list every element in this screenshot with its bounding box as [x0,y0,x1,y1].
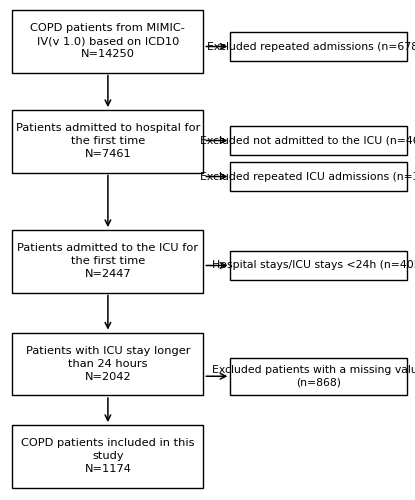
FancyBboxPatch shape [12,332,203,395]
Text: Patients admitted to the ICU for
the first time
N=2447: Patients admitted to the ICU for the fir… [17,244,198,279]
Text: Excluded not admitted to the ICU (n=4664): Excluded not admitted to the ICU (n=4664… [200,136,415,145]
Text: Patients with ICU stay longer
than 24 hours
N=2042: Patients with ICU stay longer than 24 ho… [26,346,190,382]
FancyBboxPatch shape [12,110,203,172]
FancyBboxPatch shape [230,358,407,395]
FancyBboxPatch shape [12,230,203,292]
Text: Excluded patients with a missing value
(n=868): Excluded patients with a missing value (… [212,365,415,388]
FancyBboxPatch shape [230,126,407,155]
Text: COPD patients included in this
study
N=1174: COPD patients included in this study N=1… [21,438,195,474]
Text: COPD patients from MIMIC-
IV(v 1.0) based on ICD10
N=14250: COPD patients from MIMIC- IV(v 1.0) base… [30,24,186,59]
FancyBboxPatch shape [230,251,407,280]
FancyBboxPatch shape [12,10,203,72]
Text: Excluded repeated ICU admissions (n=350): Excluded repeated ICU admissions (n=350) [200,172,415,181]
FancyBboxPatch shape [230,162,407,191]
Text: Hospital stays/ICU stays <24h (n=405): Hospital stays/ICU stays <24h (n=405) [212,260,415,270]
FancyBboxPatch shape [230,32,407,61]
Text: Patients admitted to hospital for
the first time
N=7461: Patients admitted to hospital for the fi… [16,124,200,159]
Text: Excluded repeated admissions (n=6789): Excluded repeated admissions (n=6789) [208,42,415,51]
FancyBboxPatch shape [12,425,203,488]
